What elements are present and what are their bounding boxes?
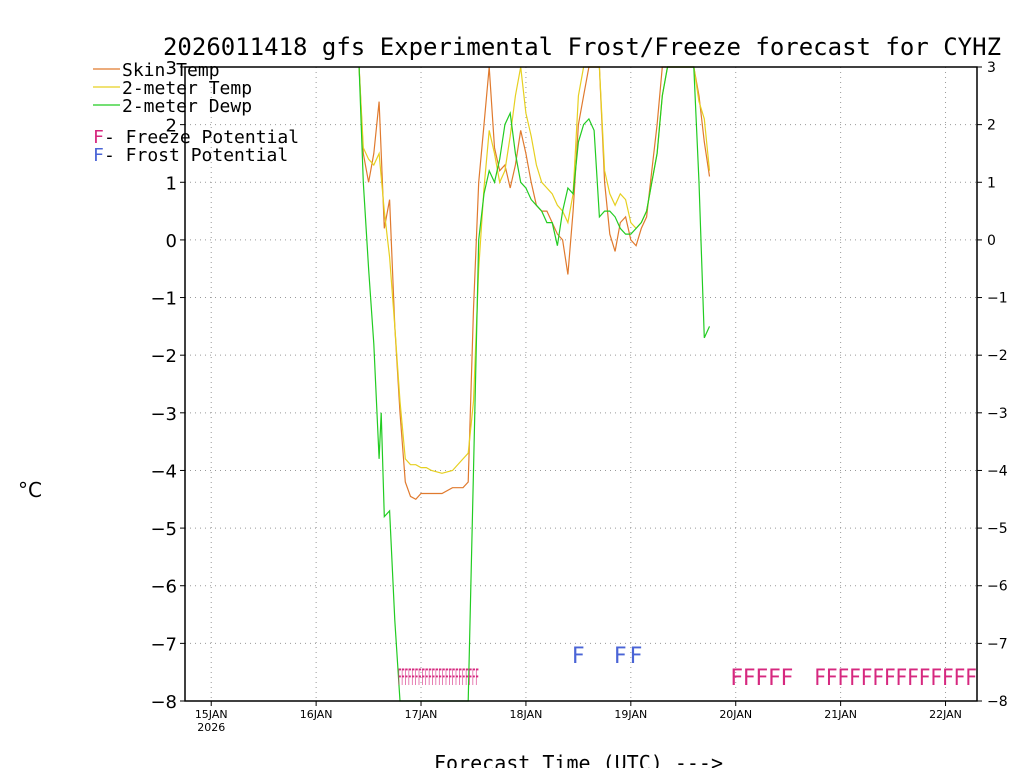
y-tick-label: −3 bbox=[150, 404, 177, 425]
x-tick-label: 21JAN bbox=[824, 708, 857, 721]
axes: 3 3 2 2 1 1 0 0 −1 −1 −2 −2 −3 −3 −4 −4 −5 −5 −6 −6 −7 −7 −8 −8… bbox=[150, 58, 1007, 734]
y-tick-label: −7 bbox=[150, 634, 177, 655]
y-tick-label: −4 bbox=[150, 461, 177, 482]
series-lines bbox=[358, 66, 711, 702]
y-tick-label-right: 3 bbox=[987, 60, 996, 76]
y-tick-label: −8 bbox=[150, 692, 177, 713]
freeze-flag-marker: FFFFF bbox=[730, 666, 793, 691]
y-tick-label-right: 0 bbox=[987, 233, 996, 249]
flag-legend-text: - Freeze Potential bbox=[104, 127, 299, 148]
x-tick-label: 17JAN bbox=[405, 708, 438, 721]
x-tick-label: 16JAN bbox=[300, 708, 333, 721]
y-axis-label: °C bbox=[18, 478, 42, 502]
x-tick-label: 18JAN bbox=[510, 708, 543, 721]
y-tick-label-right: −7 bbox=[987, 636, 1008, 652]
chart-title: 2026011418 gfs Experimental Frost/Freeze… bbox=[163, 33, 1001, 61]
flag-legend-text: - Frost Potential bbox=[104, 145, 288, 166]
y-tick-label: −6 bbox=[150, 577, 177, 598]
series-line-skin-temp bbox=[358, 66, 711, 501]
y-tick-label-right: −6 bbox=[987, 579, 1008, 595]
y-tick-label: 1 bbox=[166, 173, 177, 194]
flag-legend-symbol: F bbox=[93, 145, 104, 166]
flag-markers: FFFFFFFFFFFFFFFFFFFFFFFF FFFFF FFFFFFFFFFF… bbox=[398, 644, 977, 691]
frost-flag-marker: F bbox=[572, 644, 585, 669]
y-tick-label: 3 bbox=[166, 58, 177, 79]
x-tick-label: 15JAN bbox=[195, 708, 228, 721]
frost-flag-marker: F bbox=[630, 644, 643, 669]
flag-legend-symbol: F bbox=[93, 127, 104, 148]
series-line-2-meter-dewp bbox=[358, 66, 711, 702]
x-tick-label: 22JAN bbox=[929, 708, 962, 721]
y-tick-label-right: 1 bbox=[987, 175, 996, 191]
legend-entry: Skin Temp bbox=[122, 60, 220, 81]
x-tick-label: 20JAN bbox=[719, 708, 752, 721]
y-tick-label: −1 bbox=[150, 289, 177, 310]
freeze-flag-marker: FFFFFFFFFFFFFFFFFFFFFFFF bbox=[398, 666, 479, 691]
plot-frame bbox=[184, 66, 978, 702]
legend-entry: 2-meter Temp bbox=[122, 78, 252, 99]
y-tick-label-right: −3 bbox=[987, 406, 1008, 422]
y-tick-label-right: −2 bbox=[987, 348, 1008, 364]
x-axis-label: Forecast Time (UTC) ---> bbox=[434, 751, 723, 768]
y-tick-label-right: −5 bbox=[987, 521, 1008, 537]
y-tick-label-right: −4 bbox=[987, 463, 1008, 479]
y-tick-label-right: −1 bbox=[987, 291, 1008, 307]
frost-flag-marker: F bbox=[614, 644, 627, 669]
x-tick-sublabel: 2026 bbox=[197, 721, 225, 734]
y-tick-label: 2 bbox=[166, 116, 177, 137]
legend-entry: 2-meter Dewp bbox=[122, 96, 252, 117]
y-tick-label: 0 bbox=[166, 231, 177, 252]
y-tick-label-right: 2 bbox=[987, 118, 996, 134]
x-tick-label: 19JAN bbox=[614, 708, 647, 721]
grid bbox=[185, 67, 977, 701]
y-tick-label: −5 bbox=[150, 519, 177, 540]
y-tick-label: −2 bbox=[150, 346, 177, 367]
y-tick-label-right: −8 bbox=[987, 694, 1008, 710]
freeze-flag-marker: FFFFFFFFFFFFFF bbox=[814, 666, 977, 691]
